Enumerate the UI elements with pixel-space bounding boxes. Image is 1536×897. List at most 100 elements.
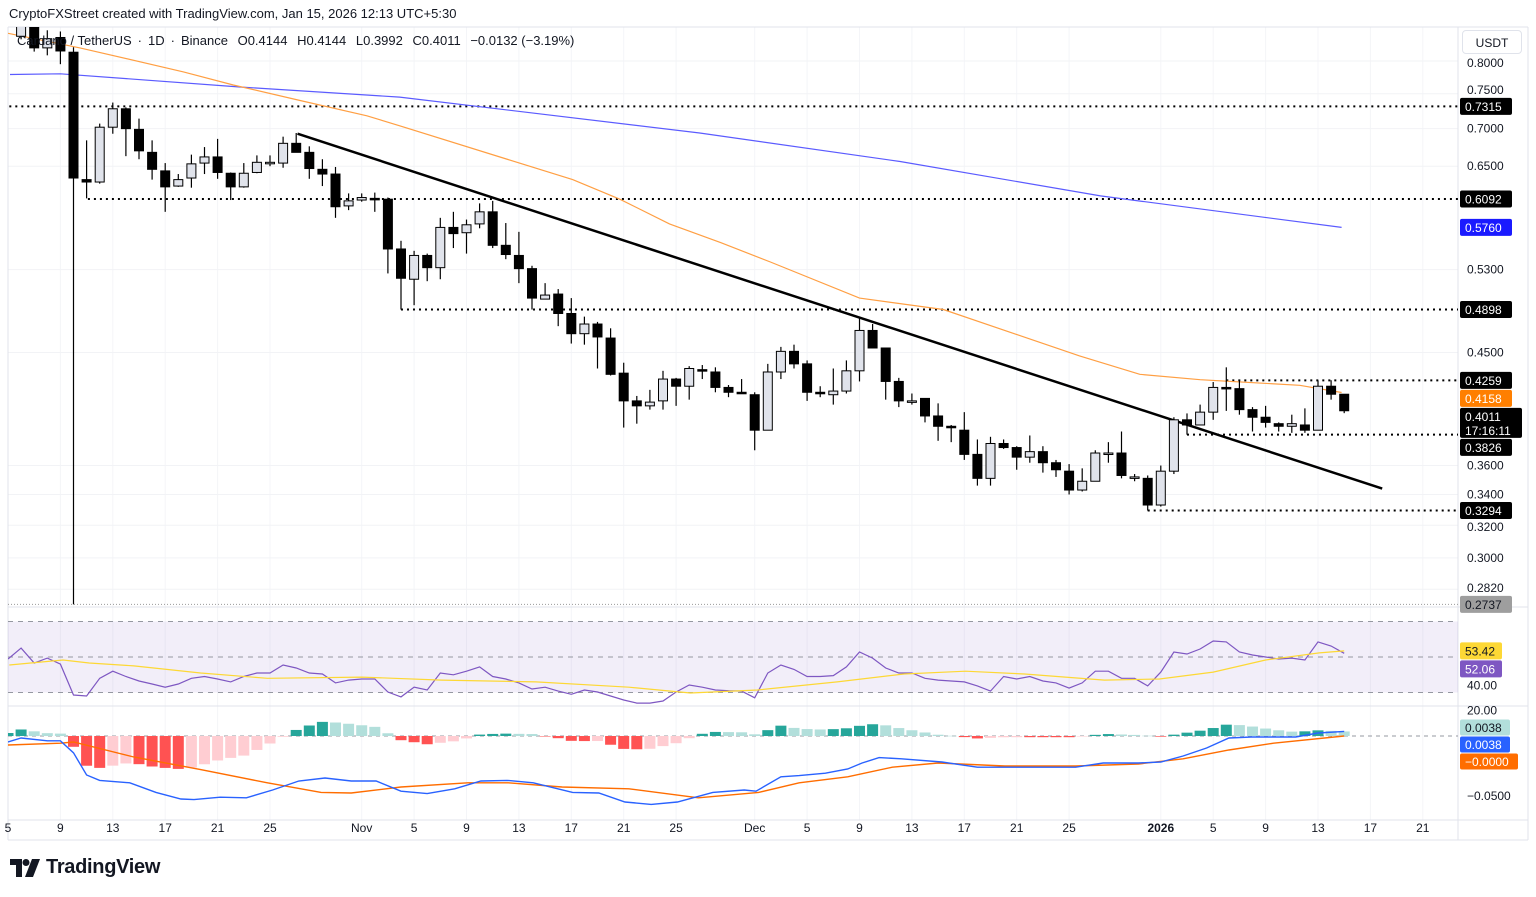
price-pane[interactable] bbox=[8, 13, 1458, 605]
candle-bearish[interactable] bbox=[959, 412, 970, 460]
candle-bearish[interactable] bbox=[802, 360, 813, 401]
candle-bearish[interactable] bbox=[291, 133, 302, 153]
candle-bearish[interactable] bbox=[527, 265, 537, 310]
candle-bearish[interactable] bbox=[867, 324, 878, 349]
candle-bullish[interactable] bbox=[461, 219, 472, 254]
candle-bullish[interactable] bbox=[985, 436, 996, 486]
candle-bearish[interactable] bbox=[487, 200, 498, 249]
candle-bullish[interactable] bbox=[841, 360, 852, 394]
candle-bullish[interactable] bbox=[1024, 435, 1035, 463]
candle-bearish[interactable] bbox=[631, 395, 642, 424]
candle-bearish[interactable] bbox=[671, 377, 682, 406]
candle-bearish[interactable] bbox=[710, 367, 721, 393]
candle-bearish[interactable] bbox=[1221, 367, 1232, 411]
candle-bearish[interactable] bbox=[120, 107, 131, 157]
candle-bullish[interactable] bbox=[1090, 450, 1101, 482]
candle-bullish[interactable] bbox=[173, 174, 184, 187]
candle-bearish[interactable] bbox=[68, 47, 79, 605]
candle-bearish[interactable] bbox=[513, 231, 524, 284]
candle-bearish[interactable] bbox=[1260, 405, 1271, 428]
indicator-price-badge[interactable]: 0.4158 bbox=[1460, 389, 1512, 407]
price-axis[interactable]: 0.73150.60920.57600.48980.42590.41580.40… bbox=[1460, 56, 1522, 803]
candle-bullish[interactable] bbox=[278, 136, 289, 168]
candle-bearish[interactable] bbox=[134, 118, 144, 160]
candle-bullish[interactable] bbox=[1313, 380, 1323, 431]
rsi-pane[interactable] bbox=[8, 621, 1458, 704]
macd-value-badge[interactable]: −0.0000 bbox=[1460, 753, 1518, 770]
candle-bullish[interactable] bbox=[265, 155, 275, 167]
candle-bearish[interactable] bbox=[317, 159, 328, 187]
candle-bullish[interactable] bbox=[1168, 417, 1179, 475]
candle-bearish[interactable] bbox=[736, 379, 747, 395]
candle-bullish[interactable] bbox=[762, 363, 773, 431]
candle-bullish[interactable] bbox=[775, 346, 786, 380]
rsi-value-badge[interactable]: 53.42 bbox=[1460, 642, 1502, 660]
candle-bearish[interactable] bbox=[946, 424, 957, 443]
candle-bullish[interactable] bbox=[684, 366, 695, 400]
candle-bearish[interactable] bbox=[55, 31, 66, 65]
candle-bullish[interactable] bbox=[1103, 442, 1114, 463]
candle-bearish[interactable] bbox=[1326, 380, 1337, 400]
candle-bullish[interactable] bbox=[16, 13, 27, 40]
rsi-value-badge[interactable]: 52.06 bbox=[1460, 660, 1502, 678]
candle-bearish[interactable] bbox=[448, 211, 459, 249]
candle-bearish[interactable] bbox=[1011, 446, 1022, 470]
candle-bearish[interactable] bbox=[723, 385, 734, 398]
candle-bullish[interactable] bbox=[42, 30, 53, 56]
candle-bullish[interactable] bbox=[906, 393, 917, 405]
candle-bullish[interactable] bbox=[644, 389, 655, 410]
candle-bullish[interactable] bbox=[1286, 414, 1297, 433]
candle-bearish[interactable] bbox=[566, 298, 577, 344]
candle-bullish[interactable] bbox=[343, 193, 354, 211]
candle-bearish[interactable] bbox=[893, 377, 904, 408]
candle-bearish[interactable] bbox=[382, 197, 393, 274]
candle-bearish[interactable] bbox=[972, 439, 983, 486]
candle-bearish[interactable] bbox=[933, 403, 944, 441]
candle-bearish[interactable] bbox=[789, 344, 799, 369]
candle-bearish[interactable] bbox=[369, 192, 380, 212]
candle-bullish[interactable] bbox=[409, 250, 420, 306]
macd-pane[interactable] bbox=[3, 721, 1459, 806]
candle-bullish[interactable] bbox=[854, 316, 865, 382]
candle-bullish[interactable] bbox=[199, 147, 210, 175]
symbol-name[interactable]: Cardano / TetherUS bbox=[17, 33, 132, 48]
candle-bearish[interactable] bbox=[815, 386, 826, 398]
candle-bullish[interactable] bbox=[1208, 382, 1219, 420]
candle-bearish[interactable] bbox=[330, 166, 341, 218]
macd-value-badge[interactable]: 0.0038 bbox=[1460, 719, 1510, 736]
macd-value-badge[interactable]: 0.0038 bbox=[1460, 736, 1510, 753]
candle-bullish[interactable] bbox=[1155, 465, 1166, 507]
candle-bearish[interactable] bbox=[618, 362, 629, 428]
time-axis[interactable]: 5 9 13 17 21 25 Nov 5 9 13 17 21 25 Dec 5 9 13 17 21 25 2026… bbox=[5, 821, 1430, 835]
level-price-badge[interactable]: 0.3294 bbox=[1460, 502, 1512, 520]
candle-bearish[interactable] bbox=[1037, 446, 1048, 473]
candle-bearish[interactable] bbox=[1064, 464, 1075, 495]
candle-bearish[interactable] bbox=[304, 146, 315, 179]
candle-bullish[interactable] bbox=[356, 193, 367, 202]
candle-bullish[interactable] bbox=[1195, 404, 1206, 426]
level-price-badge[interactable]: 0.7315 bbox=[1460, 97, 1512, 115]
candle-bearish[interactable] bbox=[396, 240, 406, 310]
candle-bearish[interactable] bbox=[1247, 407, 1258, 432]
candle-bearish[interactable] bbox=[749, 392, 760, 451]
low-price-badge[interactable]: 0.2737 bbox=[1460, 595, 1512, 613]
interval[interactable]: 1D bbox=[148, 33, 165, 48]
candle-bearish[interactable] bbox=[160, 163, 171, 212]
candle-bearish[interactable] bbox=[880, 347, 891, 400]
candle-bearish[interactable] bbox=[1234, 380, 1245, 415]
candle-bearish[interactable] bbox=[1051, 459, 1061, 477]
candle-bullish[interactable] bbox=[94, 123, 105, 184]
candle-bearish[interactable] bbox=[1299, 408, 1310, 433]
candle-bearish[interactable] bbox=[920, 397, 930, 423]
candle-bullish[interactable] bbox=[107, 102, 118, 134]
candle-bullish[interactable] bbox=[251, 155, 262, 174]
candle-bearish[interactable] bbox=[592, 321, 603, 369]
candle-bullish[interactable] bbox=[1077, 468, 1088, 492]
tradingview-logo[interactable]: TradingView bbox=[10, 856, 160, 879]
candle-bearish[interactable] bbox=[1142, 475, 1153, 511]
candle-bullish[interactable] bbox=[828, 368, 839, 405]
level-price-badge[interactable]: 0.4259 bbox=[1460, 371, 1512, 389]
candle-bearish[interactable] bbox=[697, 365, 708, 380]
